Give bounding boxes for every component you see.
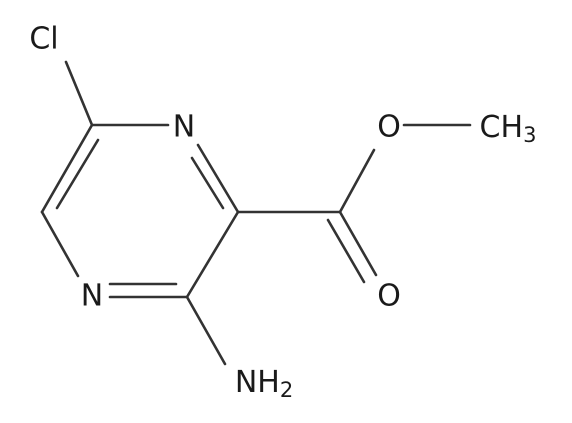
bond	[185, 295, 227, 366]
atom-labels: Cl N N O O CH3 NH2	[29, 22, 536, 403]
atom-label: N	[81, 279, 103, 314]
atom-subscript: 2	[280, 378, 293, 402]
bond	[190, 156, 225, 210]
atom-label: CH3	[480, 110, 537, 148]
atom-text: NH	[235, 365, 280, 400]
bond	[40, 210, 80, 278]
bond	[326, 218, 366, 284]
bond	[185, 210, 240, 299]
bond	[40, 123, 94, 214]
atom-subscript: 3	[523, 123, 536, 147]
bond	[55, 138, 100, 210]
atom-label: O	[377, 110, 401, 145]
atom-label: NH2	[235, 365, 293, 403]
atom-label: O	[377, 279, 401, 314]
bond	[196, 143, 240, 214]
bond	[338, 210, 378, 277]
bonds	[40, 60, 472, 366]
atom-text: CH	[480, 110, 524, 145]
bond	[64, 60, 94, 127]
bond	[338, 148, 376, 214]
atom-label: Cl	[29, 22, 58, 57]
atom-label: N	[173, 110, 195, 145]
